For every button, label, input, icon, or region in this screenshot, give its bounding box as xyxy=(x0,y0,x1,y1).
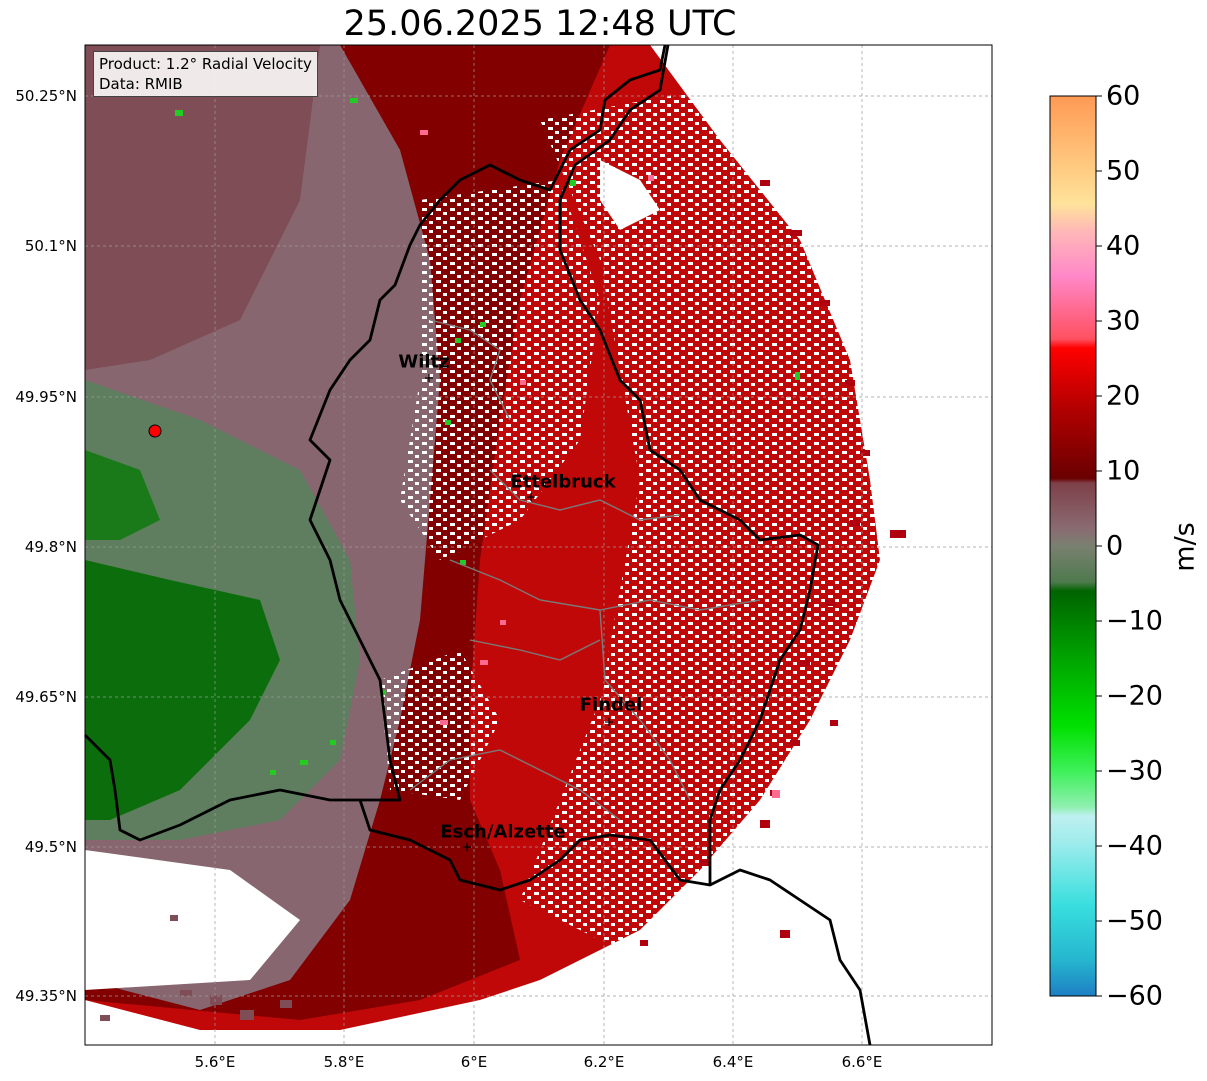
city-markers xyxy=(425,374,613,851)
lat-tick-label: 50.1°N xyxy=(24,237,77,255)
city-label-esch-alzette: Esch/Alzette xyxy=(440,821,566,843)
colorbar xyxy=(1049,95,1097,997)
colorbar-tick-label: 10 xyxy=(1106,455,1141,487)
colorbar-tick-label: −20 xyxy=(1106,680,1163,712)
city-label-wiltz: Wiltz xyxy=(398,351,450,373)
canton-boundaries xyxy=(409,319,761,821)
graticule xyxy=(85,45,992,1045)
colorbar-tick-label: 50 xyxy=(1106,155,1141,187)
lat-tick-label: 49.8°N xyxy=(24,538,77,556)
city-label-findel: Findel xyxy=(579,694,643,716)
product-info-box: Product: 1.2° Radial Velocity Data: RMIB xyxy=(93,51,318,97)
colorbar-tick-label: 60 xyxy=(1106,80,1141,112)
lat-tick-label: 49.5°N xyxy=(24,838,77,856)
country-borders xyxy=(84,44,872,1046)
lat-tick-label: 50.25°N xyxy=(15,87,77,105)
colorbar-tick-label: −10 xyxy=(1106,605,1163,637)
city-label-ettelbruck: Ettelbruck xyxy=(510,471,616,493)
plot-frame xyxy=(84,44,993,1046)
colorbar-tick-label: −40 xyxy=(1106,830,1163,862)
lon-tick-label: 6°E xyxy=(460,1053,488,1071)
radar-site-marker xyxy=(148,424,162,438)
colorbar-tick-label: 30 xyxy=(1106,305,1141,337)
lon-tick-label: 5.8°E xyxy=(323,1053,365,1071)
colorbar-tick-label: −60 xyxy=(1106,980,1163,1012)
radar-echoes xyxy=(85,45,992,1045)
colorbar-unit-label: m/s xyxy=(1169,522,1201,572)
colorbar-ticks xyxy=(1096,95,1102,997)
lat-tick-label: 49.95°N xyxy=(15,388,77,406)
lon-tick-label: 5.6°E xyxy=(194,1053,236,1071)
lon-tick-label: 6.4°E xyxy=(712,1053,754,1071)
colorbar-tick-label: 0 xyxy=(1106,530,1124,562)
colorbar-tick-label: −30 xyxy=(1106,755,1163,787)
colorbar-tick-label: 20 xyxy=(1106,380,1141,412)
product-label: Product: 1.2° Radial Velocity xyxy=(99,55,312,73)
colorbar-tick-label: −50 xyxy=(1106,905,1163,937)
lat-tick-label: 49.65°N xyxy=(15,688,77,706)
map-title: 25.06.2025 12:48 UTC xyxy=(343,4,737,44)
data-source-label: Data: RMIB xyxy=(99,75,183,93)
lon-tick-label: 6.2°E xyxy=(583,1053,625,1071)
lon-tick-label: 6.6°E xyxy=(841,1053,883,1071)
lat-tick-label: 49.35°N xyxy=(15,987,77,1005)
colorbar-tick-label: 40 xyxy=(1106,230,1141,262)
